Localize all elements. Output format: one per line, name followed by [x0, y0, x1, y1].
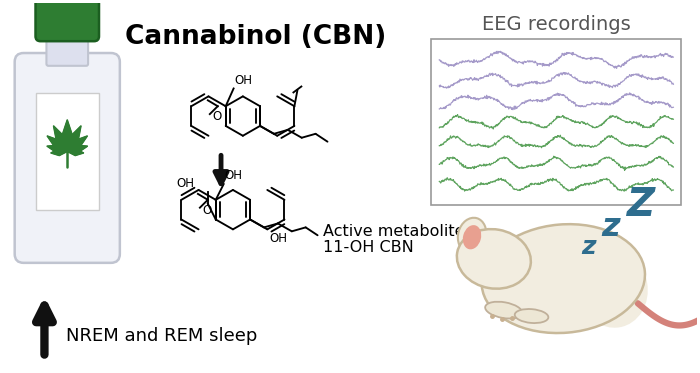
FancyBboxPatch shape [46, 32, 88, 66]
Ellipse shape [578, 249, 648, 328]
Text: OH: OH [176, 177, 194, 190]
Text: OH: OH [270, 232, 287, 245]
FancyBboxPatch shape [36, 0, 99, 41]
Text: Active metabolite: Active metabolite [323, 225, 465, 239]
FancyBboxPatch shape [15, 53, 120, 263]
Polygon shape [47, 136, 67, 151]
Polygon shape [67, 145, 88, 153]
Polygon shape [47, 145, 67, 153]
Ellipse shape [457, 229, 531, 289]
Text: NREM and REM sleep: NREM and REM sleep [66, 327, 258, 345]
Text: O: O [213, 110, 222, 123]
Text: EEG recordings: EEG recordings [482, 15, 631, 34]
Polygon shape [62, 120, 73, 151]
Polygon shape [67, 126, 81, 151]
Polygon shape [67, 136, 88, 151]
Text: 11-OH CBN: 11-OH CBN [323, 240, 414, 255]
Bar [431, 39, 681, 205]
Polygon shape [67, 149, 84, 156]
Polygon shape [53, 126, 67, 151]
Text: z: z [601, 212, 620, 243]
Text: OH: OH [234, 73, 253, 87]
Text: Cannabinol (CBN): Cannabinol (CBN) [125, 25, 386, 50]
Text: OH: OH [225, 169, 243, 182]
FancyBboxPatch shape [36, 93, 99, 210]
Ellipse shape [463, 225, 481, 249]
Text: O: O [202, 204, 212, 217]
Polygon shape [50, 149, 67, 156]
Ellipse shape [485, 302, 522, 319]
Text: z: z [581, 235, 595, 259]
Text: Z: Z [626, 186, 654, 224]
Ellipse shape [482, 224, 645, 333]
Ellipse shape [458, 218, 486, 253]
Ellipse shape [514, 309, 548, 323]
